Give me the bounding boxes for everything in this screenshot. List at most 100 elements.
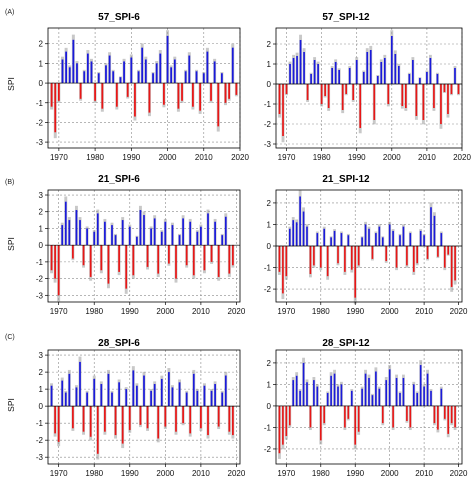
spi-bar-positive (68, 67, 71, 84)
spi-bar-negative (115, 83, 118, 107)
spi-bar-positive (114, 235, 117, 246)
spi-bar-positive (111, 225, 113, 246)
spi-bar-positive (302, 362, 305, 406)
spi-bar-positive (296, 56, 298, 84)
spi-bar-positive (136, 236, 138, 246)
y-tick-label: 3 (39, 191, 44, 200)
spi-bar-negative (146, 245, 149, 267)
spi-bar-positive (306, 382, 308, 406)
spi-bar-positive (430, 390, 432, 406)
spi-bar-positive (292, 220, 295, 246)
spi-bar-positive (76, 63, 78, 84)
spi-bar-positive (196, 390, 199, 407)
spi-bar-positive (203, 385, 206, 407)
panel-label-c: (C) (5, 334, 15, 341)
spi-bar-negative (217, 406, 220, 427)
spi-bar-positive (125, 389, 128, 407)
spi-bar-negative (175, 406, 177, 432)
x-tick-label: 1990 (348, 153, 366, 162)
spi-bar-negative (406, 246, 408, 266)
spi-bar-positive (192, 373, 195, 407)
spi-bar-positive (440, 233, 443, 246)
spi-bar-positive (412, 60, 414, 84)
spi-bar-positive (200, 226, 202, 246)
spi-bar-negative (447, 405, 450, 434)
chart-28-spi-12: 28_SPI-12 1970 1980 1990 2000 2010 2020-2-101… (264, 338, 468, 478)
y-tick-label: -3 (36, 291, 44, 300)
spi-bar-positive (390, 36, 393, 84)
spi-bar-negative (128, 406, 131, 430)
y-tick-label: 1 (39, 59, 44, 68)
spi-bar-positive (112, 71, 115, 84)
spi-bar-positive (423, 235, 425, 246)
spi-bar-positive (402, 226, 405, 246)
spi-bar-negative (306, 84, 309, 100)
spi-bar-positive (288, 228, 291, 246)
spi-bar-negative (89, 245, 92, 277)
spi-bar-positive (399, 235, 401, 246)
spi-bar-positive (150, 390, 152, 407)
spi-bar-positive (93, 378, 96, 407)
spi-bar-negative (189, 406, 192, 434)
spi-bar-positive (143, 215, 145, 246)
spi-bar-positive (399, 393, 401, 406)
spi-bar-positive (128, 226, 131, 246)
chart-21-spi-12: 21_SPI-12 1970 1980 1990 2000 2010 2020-2-101… (264, 174, 468, 316)
spi-bar-negative (320, 84, 323, 104)
spi-bar-positive (144, 59, 147, 84)
spi-bar-negative (125, 245, 128, 289)
y-axis-label: SPI (6, 398, 16, 412)
spi-bar-positive (185, 392, 188, 407)
spi-bar-negative (57, 406, 60, 442)
spi-bar-negative (139, 406, 142, 425)
spi-bar-positive (121, 220, 124, 246)
x-tick-label: 2000 (381, 469, 399, 478)
y-axis-label: SPI (6, 237, 16, 251)
spi-bar-positive (221, 392, 224, 407)
spi-bar-positive (86, 228, 88, 246)
x-tick-label: 1990 (122, 153, 140, 162)
plot-frame (47, 189, 241, 303)
spi-bar-positive (326, 393, 329, 406)
spi-bar-negative (192, 245, 195, 276)
spi-bar-positive (364, 224, 367, 246)
spi-bar-positive (348, 68, 351, 84)
y-tick-label: 0 (267, 80, 272, 89)
spi-bar-negative (278, 405, 281, 454)
spi-bar-positive (361, 388, 363, 406)
spi-bar-positive (182, 218, 184, 246)
spi-bar-positive (68, 373, 71, 407)
x-tick-label: 1990 (346, 469, 364, 478)
spi-bar-negative (104, 406, 106, 432)
y-tick-label: 2 (267, 199, 272, 208)
spi-bar-negative (443, 84, 446, 92)
x-tick-label: 1980 (313, 153, 331, 162)
y-tick-label: 0 (267, 242, 272, 251)
spi-bar-positive (68, 220, 71, 246)
spi-bar-negative (182, 406, 184, 424)
spi-bar-positive (303, 52, 305, 84)
y-tick-label: 0 (39, 79, 44, 88)
spi-bar-negative (157, 406, 160, 439)
spi-bar-positive (86, 53, 89, 84)
spi-bar-negative (94, 83, 96, 101)
spi-bar-positive (395, 377, 398, 406)
spi-bar-negative (454, 405, 456, 428)
spi-bar-negative (101, 83, 104, 109)
spi-bar-positive (118, 382, 120, 407)
spi-bar-negative (157, 245, 160, 274)
spi-bar-positive (104, 221, 106, 246)
spi-bar-negative (132, 245, 135, 276)
chart-title: 57_SPI-12 (322, 12, 370, 23)
spi-bar-positive (64, 201, 67, 246)
spi-bar-negative (148, 83, 151, 113)
spi-bar-negative (100, 245, 103, 271)
spi-bar-positive (188, 55, 191, 84)
x-tick-label: 2010 (192, 469, 210, 478)
y-tick-label: 3 (39, 351, 44, 360)
spi-bar-positive (313, 60, 316, 84)
y-tick-label: 2 (39, 40, 44, 49)
spi-bar-positive (397, 66, 400, 84)
spi-bar-negative (415, 84, 418, 116)
spi-bar-positive (375, 371, 377, 406)
